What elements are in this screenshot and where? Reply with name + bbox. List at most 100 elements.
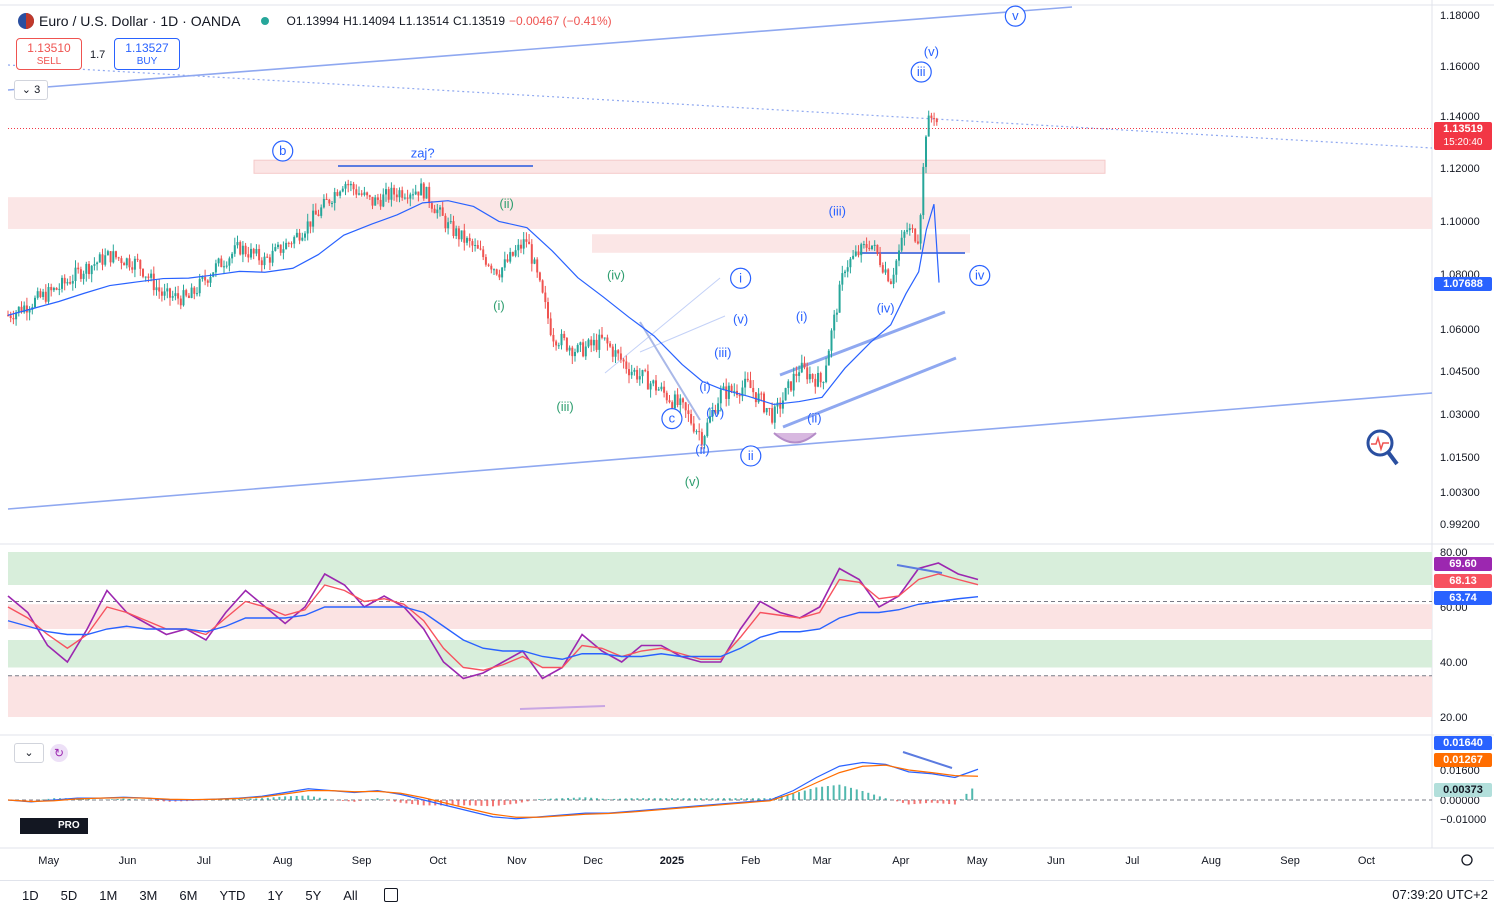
candle	[812, 374, 814, 379]
time-axis-label: Feb	[741, 855, 760, 867]
candle	[539, 272, 541, 280]
candle	[525, 239, 527, 242]
candle	[104, 255, 106, 264]
candle	[831, 330, 833, 350]
candle	[731, 386, 733, 391]
clock[interactable]: 07:39:20 UTC+2	[1392, 887, 1488, 902]
macd-histogram-bar	[596, 798, 598, 800]
price-axis-label: 0.99200	[1440, 519, 1480, 531]
indicators-collapse-button[interactable]: ⌄ 3	[14, 80, 48, 100]
candle	[436, 210, 438, 214]
bottom-toolbar: 1D 5D 1M 3M 6M YTD 1Y 5Y All 07:39:20 UT…	[0, 880, 1494, 909]
candle	[550, 318, 552, 335]
price-axis-label: 1.06000	[1440, 324, 1480, 336]
candle	[571, 348, 573, 356]
candle	[890, 281, 892, 284]
candle	[134, 259, 136, 270]
ohlc-low: L1.13514	[399, 14, 449, 28]
timeframe-1m[interactable]: 1M	[95, 888, 121, 903]
candle	[814, 379, 816, 387]
macd-histogram-bar	[238, 799, 240, 800]
candle	[477, 245, 479, 249]
candle	[336, 192, 338, 196]
ohlc-close: C1.13519	[453, 14, 505, 28]
refresh-icon[interactable]: ↻	[50, 744, 68, 762]
candle	[393, 188, 395, 195]
candle	[37, 291, 39, 298]
candle	[126, 258, 128, 265]
candle	[833, 315, 835, 331]
candle	[903, 232, 905, 238]
candle	[528, 242, 530, 244]
candle	[507, 259, 509, 261]
symbol-title[interactable]: Euro / U.S. Dollar · 1D · OANDA	[39, 13, 241, 29]
symbol-header: Euro / U.S. Dollar · 1D · OANDA O1.13994…	[0, 8, 618, 34]
candle	[488, 265, 490, 266]
calendar-icon[interactable]	[384, 888, 398, 902]
sell-button[interactable]: 1.13510 SELL	[16, 38, 82, 70]
candle	[496, 269, 498, 274]
candle	[922, 167, 924, 215]
candle	[42, 292, 44, 297]
macd-histogram-bar	[631, 798, 633, 800]
candle	[604, 338, 606, 339]
timeframe-1d[interactable]: 1D	[18, 888, 43, 903]
candle	[342, 189, 344, 192]
candle	[434, 209, 436, 213]
candle	[439, 207, 441, 209]
candle	[596, 340, 598, 350]
candle	[639, 376, 641, 379]
timeframe-6m[interactable]: 6M	[175, 888, 201, 903]
candle	[188, 296, 190, 298]
macd-histogram-bar	[971, 789, 973, 800]
candle	[409, 194, 411, 198]
wave-label: (i)	[493, 298, 505, 313]
candle	[682, 398, 684, 402]
candle	[458, 228, 460, 239]
candle	[10, 315, 12, 318]
macd-histogram-bar	[740, 798, 742, 800]
chevron-down-icon: ⌄	[22, 84, 31, 96]
macd-histogram-bar	[463, 800, 465, 805]
timeframe-1y[interactable]: 1Y	[263, 888, 287, 903]
candle	[766, 408, 768, 412]
price-zone	[592, 234, 970, 253]
timeframe-5y[interactable]: 5Y	[301, 888, 325, 903]
wave-label: ii	[748, 448, 754, 463]
candle	[469, 238, 471, 241]
candle	[442, 207, 444, 215]
candle	[685, 402, 687, 410]
macd-histogram-bar	[815, 787, 817, 800]
candle	[129, 258, 131, 267]
macd-histogram-bar	[405, 800, 407, 803]
timeframe-3m[interactable]: 3M	[135, 888, 161, 903]
candle	[795, 374, 797, 376]
candle	[895, 261, 897, 275]
macd-histogram-bar	[717, 798, 719, 800]
macd-histogram-bar	[244, 799, 246, 800]
candle	[485, 257, 487, 265]
candle	[774, 406, 776, 422]
macd-collapse-button[interactable]: ⌄	[14, 743, 44, 763]
macd-histogram-bar	[648, 798, 650, 800]
timeframe-all[interactable]: All	[339, 888, 361, 903]
candle	[782, 400, 784, 408]
macd-histogram-bar	[278, 797, 280, 800]
candle	[825, 366, 827, 382]
candle	[320, 207, 322, 215]
buy-button[interactable]: 1.13527 BUY	[114, 38, 180, 70]
macd-histogram-bar	[30, 800, 32, 801]
candle	[512, 252, 514, 256]
candle	[296, 233, 298, 237]
candle	[642, 370, 644, 376]
timeframe-5d[interactable]: 5D	[57, 888, 82, 903]
macd-histogram-bar	[636, 798, 638, 800]
macd-histogram-bar	[342, 800, 344, 801]
sell-price: 1.13510	[17, 41, 81, 55]
macd-histogram-bar	[284, 796, 286, 800]
timeframe-ytd[interactable]: YTD	[215, 888, 249, 903]
macd-histogram-bar	[579, 798, 581, 800]
macd-histogram-bar	[873, 795, 875, 800]
candle	[255, 249, 257, 254]
